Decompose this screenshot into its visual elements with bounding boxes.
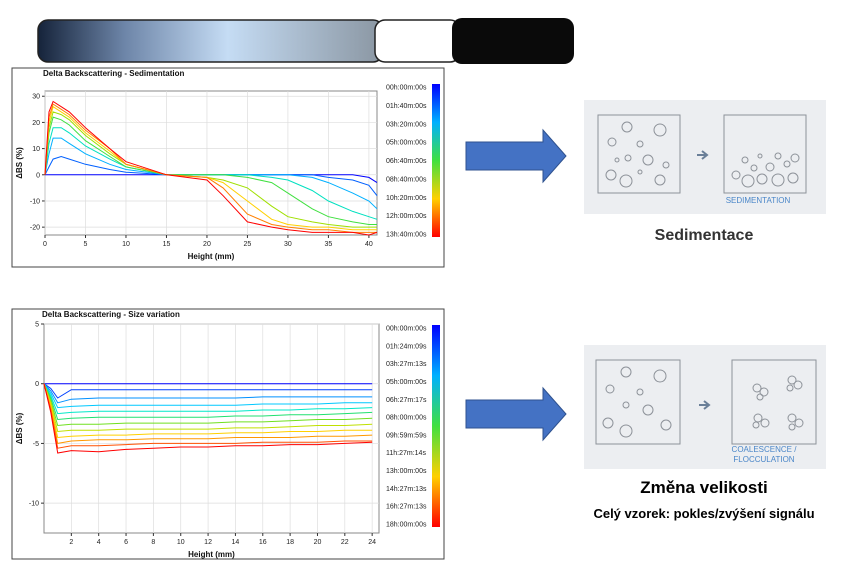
data-line [44, 116, 377, 225]
color-scale [432, 84, 440, 237]
y-tick-label: 0 [36, 172, 40, 179]
legend-label: 14h:27m:13s [386, 486, 427, 493]
section-heading: Změna velikosti [640, 478, 768, 497]
plot-area [44, 90, 378, 236]
x-tick-label: 8 [151, 539, 155, 546]
x-tick-label: 4 [97, 539, 101, 546]
section-heading: Sedimentace [655, 227, 754, 244]
y-tick-label: -5 [33, 441, 39, 448]
legend-label: 06h:27m:17s [386, 397, 427, 404]
legend-label: 06h:40m:00s [386, 158, 427, 165]
sedimentation-illustration [584, 100, 826, 214]
x-tick-label: 24 [368, 539, 376, 546]
legend-label: 05h:00m:00s [386, 140, 427, 147]
x-axis-label: Height (mm) [188, 550, 235, 559]
arrow [465, 386, 567, 442]
x-tick-label: 20 [314, 539, 322, 546]
data-line [43, 383, 373, 421]
y-tick-label: -10 [29, 501, 39, 508]
x-tick-label: 16 [259, 539, 267, 546]
legend-label: 08h:00m:00s [386, 415, 427, 422]
y-tick-label: 20 [32, 120, 40, 127]
legend-label: 01h:40m:00s [386, 103, 427, 110]
data-line [43, 383, 373, 433]
x-tick-label: 10 [177, 539, 185, 546]
legend-label: 12h:00m:00s [386, 213, 427, 220]
coalescence-illustration [584, 345, 826, 469]
y-tick-label: 30 [32, 94, 40, 101]
legend-label: 00h:00m:00s [386, 326, 427, 333]
x-tick-label: 15 [163, 241, 171, 248]
legend-label: 13h:40m:00s [386, 232, 427, 239]
legend-label: 09h:59m:59s [386, 432, 427, 439]
data-line [43, 383, 373, 427]
legend-label: 08h:40m:00s [386, 176, 427, 183]
data-line [43, 383, 373, 439]
data-line [43, 383, 373, 454]
legend-label: 10h:20m:00s [386, 195, 427, 202]
illustration-caption: SEDIMENTATION [726, 196, 791, 205]
legend-label: 01h:24m:09s [386, 343, 427, 350]
data-line [43, 383, 373, 399]
x-tick-label: 22 [341, 539, 349, 546]
chart-title: Delta Backscattering - Size variation [42, 310, 180, 319]
data-line [43, 383, 373, 444]
section-subheading: Celý vzorek: pokles/zvýšení signálu [593, 506, 814, 521]
legend-label: 03h:27m:13s [386, 361, 427, 368]
legend-label: 18h:00m:00s [386, 522, 427, 529]
sample-tube [37, 18, 574, 64]
x-tick-label: 6 [124, 539, 128, 546]
x-tick-label: 30 [284, 241, 292, 248]
data-line [43, 383, 373, 449]
arrow [465, 128, 567, 184]
legend-label: 13h:00m:00s [386, 468, 427, 475]
legend-label: 00h:00m:00s [386, 85, 427, 92]
data-line [43, 383, 373, 409]
illustration-caption: COALESCENCE / [732, 445, 798, 454]
y-tick-label: 5 [35, 322, 39, 329]
x-tick-label: 12 [204, 539, 212, 546]
data-line [43, 383, 373, 404]
data-line [44, 100, 378, 236]
x-tick-label: 40 [365, 241, 373, 248]
x-tick-label: 14 [232, 539, 240, 546]
data-line [44, 103, 377, 233]
color-scale [432, 325, 440, 527]
illustration-caption: FLOCCULATION [733, 455, 794, 464]
x-tick-label: 20 [203, 241, 211, 248]
legend-label: 16h:27m:13s [386, 504, 427, 511]
x-axis-label: Height (mm) [188, 252, 235, 261]
x-tick-label: 35 [325, 241, 333, 248]
legend-label: 03h:20m:00s [386, 121, 427, 128]
legend-label: 11h:27m:14s [386, 450, 426, 457]
y-tick-label: 10 [32, 146, 40, 153]
y-axis-label: ΔBS (%) [15, 147, 24, 179]
x-tick-label: 18 [286, 539, 294, 546]
x-tick-label: 2 [69, 539, 73, 546]
x-tick-label: 0 [43, 241, 47, 248]
y-tick-label: -10 [30, 198, 40, 205]
y-tick-label: -20 [30, 225, 40, 232]
y-tick-label: 0 [35, 381, 39, 388]
x-tick-label: 25 [244, 241, 252, 248]
x-tick-label: 10 [122, 241, 130, 248]
y-axis-label: ΔBS (%) [15, 412, 24, 444]
data-line [43, 383, 373, 415]
legend-label: 05h:00m:00s [386, 379, 427, 386]
chart-title: Delta Backscattering - Sedimentation [43, 69, 184, 78]
x-tick-label: 5 [84, 241, 88, 248]
